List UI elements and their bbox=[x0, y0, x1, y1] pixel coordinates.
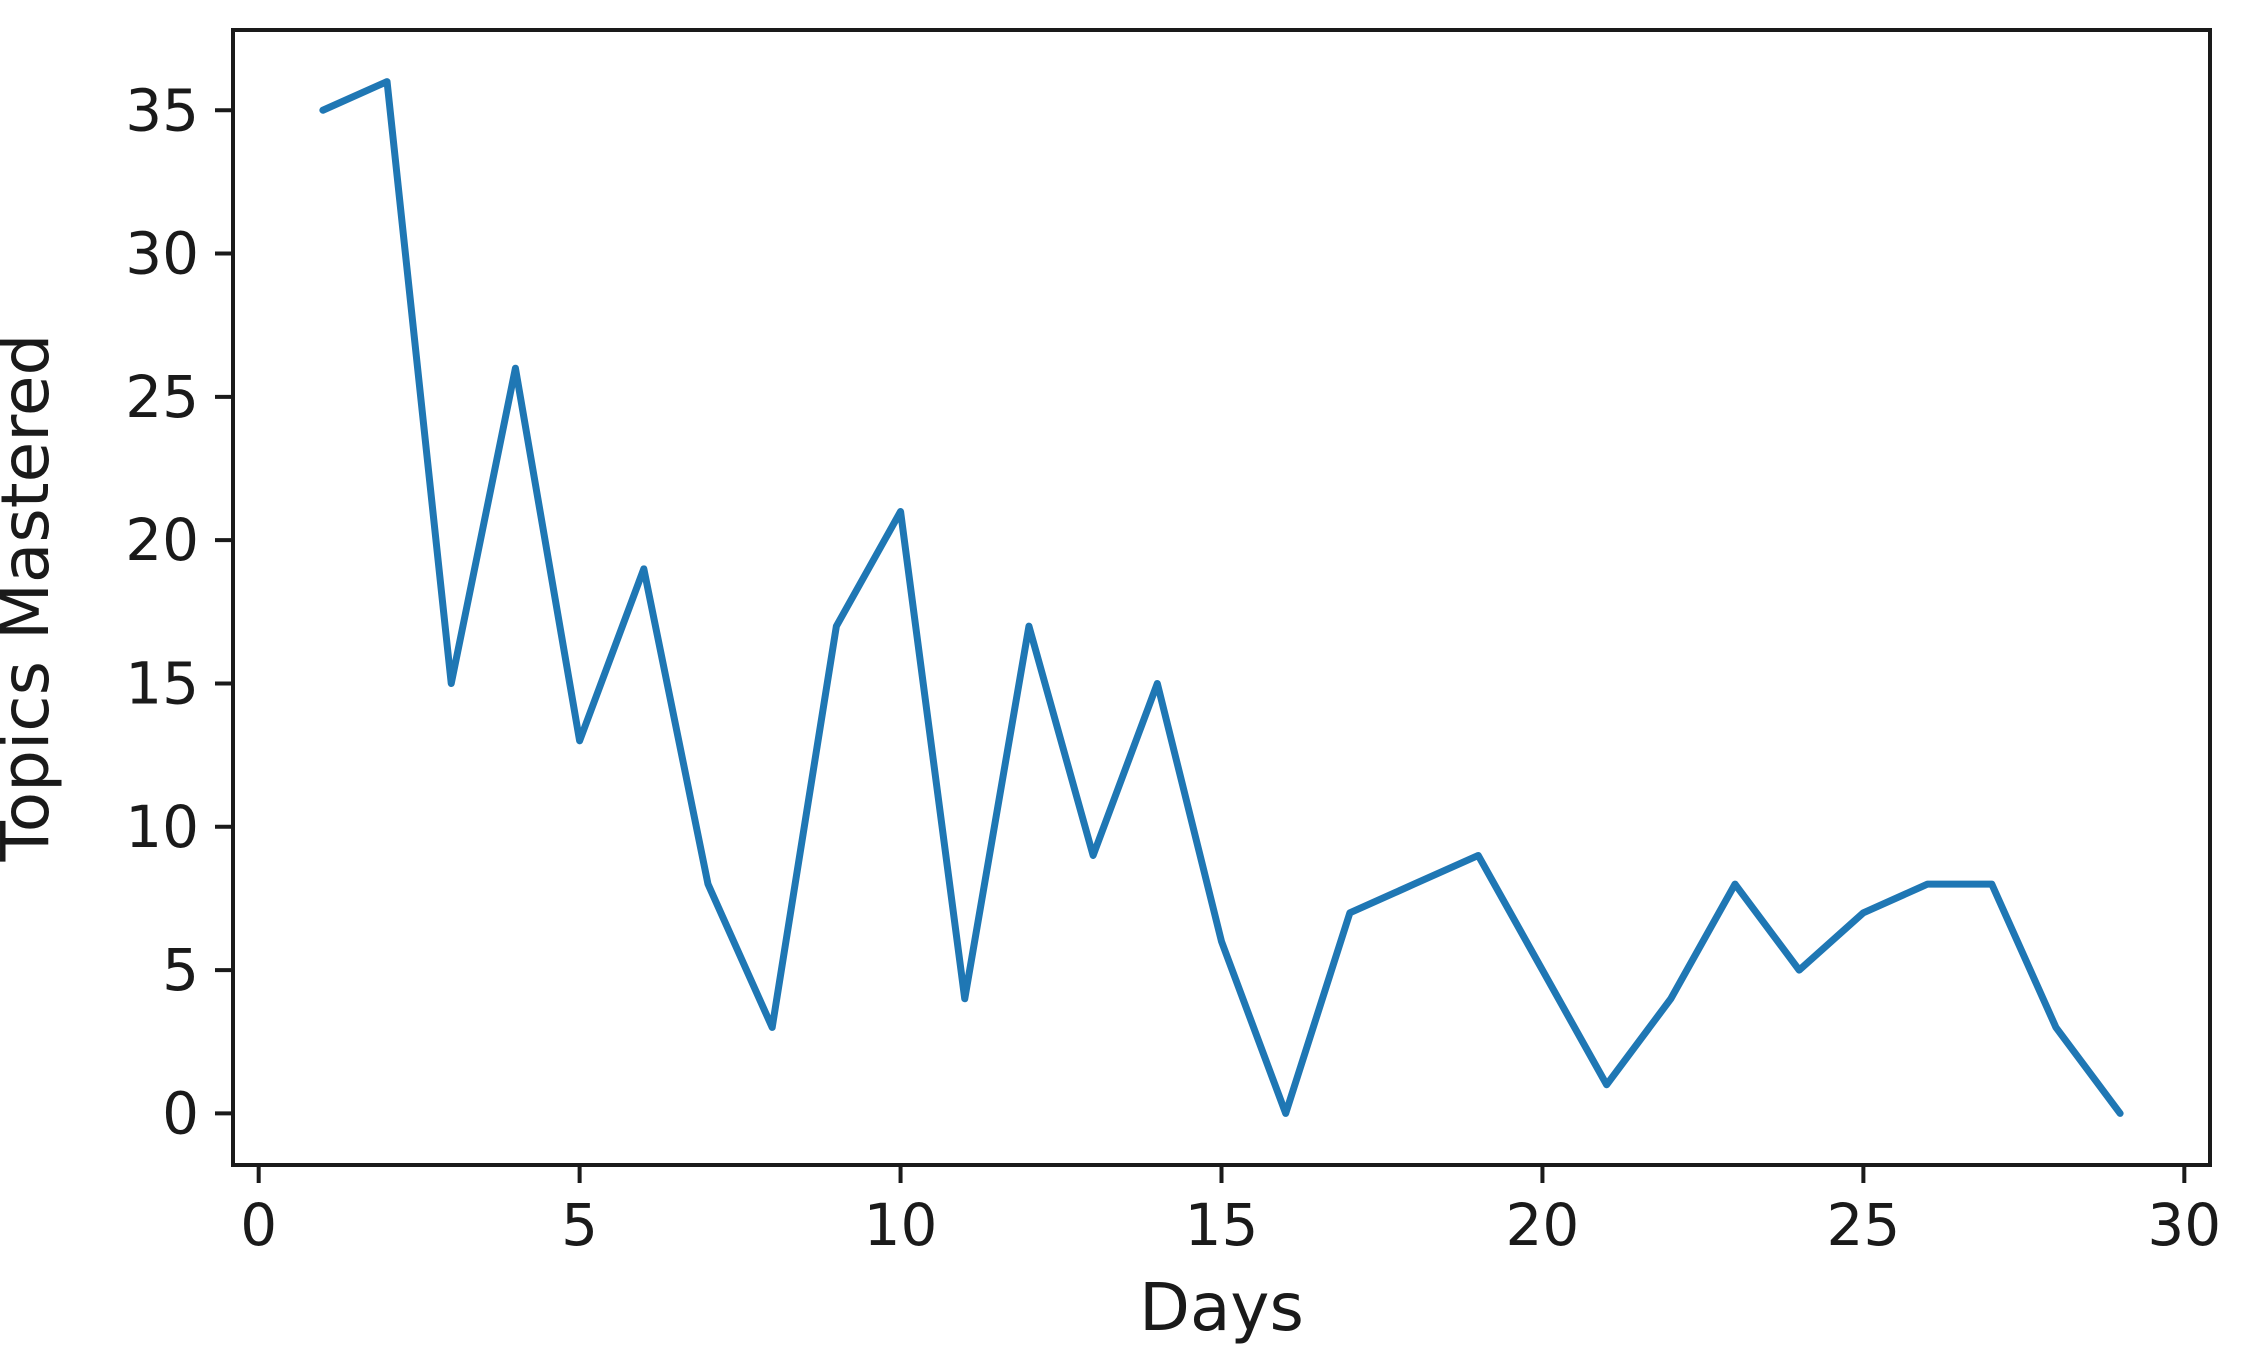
y-tick-label: 5 bbox=[162, 936, 199, 1004]
y-tick-label: 0 bbox=[162, 1079, 199, 1147]
x-tick-label: 0 bbox=[240, 1191, 277, 1259]
x-axis-ticks: 0 5 10 15 20 25 30 bbox=[240, 1165, 2221, 1259]
x-tick-label: 25 bbox=[1826, 1191, 1900, 1259]
data-line-topics-mastered bbox=[319, 78, 2124, 1117]
x-tick-label: 30 bbox=[2147, 1191, 2221, 1259]
x-tick-label: 15 bbox=[1185, 1191, 1259, 1259]
y-tick-label: 30 bbox=[125, 220, 199, 288]
x-tick-label: 5 bbox=[561, 1191, 598, 1259]
y-tick-label: 15 bbox=[125, 649, 199, 717]
y-axis-label: Topics Mastered bbox=[0, 334, 64, 863]
y-tick-label: 10 bbox=[125, 793, 199, 861]
y-tick-label: 20 bbox=[125, 506, 199, 574]
x-axis-label: Days bbox=[1139, 1269, 1304, 1346]
x-tick-label: 10 bbox=[864, 1191, 938, 1259]
x-tick-label: 20 bbox=[1506, 1191, 1580, 1259]
y-axis-ticks: 0 5 10 15 20 25 30 35 bbox=[125, 76, 233, 1147]
plot-area bbox=[233, 30, 2210, 1165]
y-tick-label: 35 bbox=[125, 76, 199, 144]
y-tick-label: 25 bbox=[125, 363, 199, 431]
